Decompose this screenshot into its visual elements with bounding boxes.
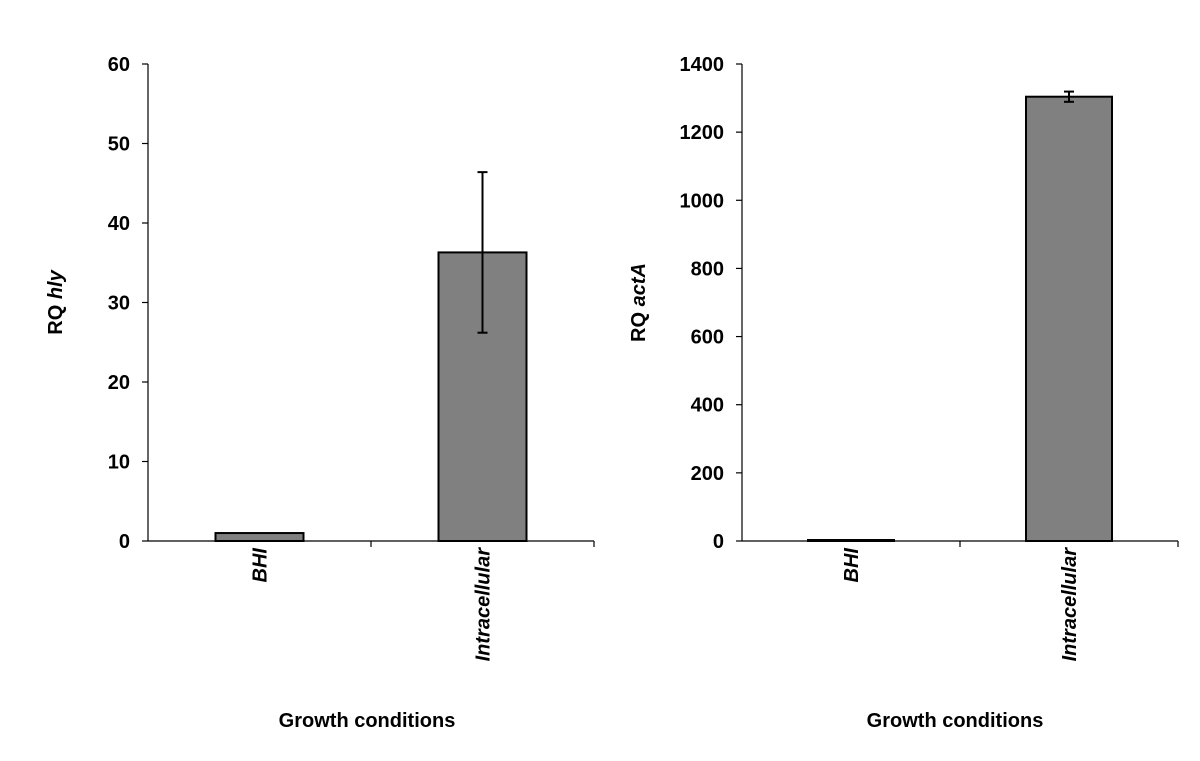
chart-hly: 0 10 20 30 40 50 60 BHI Intracellular RQ hly Growt… bbox=[45, 54, 595, 732]
y-tick-label: 1000 bbox=[680, 190, 725, 212]
y-tick-label: 10 bbox=[108, 452, 130, 474]
bar-intracellular bbox=[1025, 95, 1113, 543]
y-tick-label: 20 bbox=[108, 372, 130, 394]
y-tick-label: 0 bbox=[119, 531, 130, 553]
y-axis-title-gene: hly bbox=[45, 269, 67, 299]
y-tick-label: 1200 bbox=[680, 122, 725, 144]
y-tick-label: 200 bbox=[691, 463, 724, 485]
y-tick-label: 50 bbox=[108, 134, 130, 156]
y-tick-label: 40 bbox=[108, 213, 130, 235]
category-label-intracellular: Intracellular bbox=[1059, 547, 1081, 662]
bar-bhi bbox=[214, 532, 305, 542]
y-axis-title: RQ hly bbox=[45, 269, 67, 334]
y-tick-label: 400 bbox=[691, 395, 724, 417]
category-label-bhi: BHI bbox=[250, 548, 272, 583]
y-axis-title: RQ actA bbox=[628, 263, 650, 342]
x-axis-title: Growth conditions bbox=[279, 710, 456, 732]
y-tick-label: 1400 bbox=[680, 54, 725, 76]
y-tick-label: 600 bbox=[691, 327, 724, 349]
y-tick-label: 0 bbox=[713, 531, 724, 553]
chart-actA: 0 200 400 600 800 1000 1200 1400 BHI Intracellula… bbox=[628, 54, 1179, 732]
y-axis-title-prefix: RQ bbox=[628, 306, 650, 342]
y-axis-title-prefix: RQ bbox=[45, 299, 67, 335]
bar-bhi bbox=[807, 539, 895, 542]
category-label-bhi: BHI bbox=[841, 548, 863, 583]
y-tick-label: 60 bbox=[108, 54, 130, 76]
x-axis-title: Growth conditions bbox=[867, 710, 1044, 732]
category-label-intracellular: Intracellular bbox=[473, 547, 495, 662]
y-axis-title-gene: actA bbox=[628, 263, 650, 306]
y-tick-label: 30 bbox=[108, 293, 130, 315]
y-tick-label: 800 bbox=[691, 258, 724, 280]
